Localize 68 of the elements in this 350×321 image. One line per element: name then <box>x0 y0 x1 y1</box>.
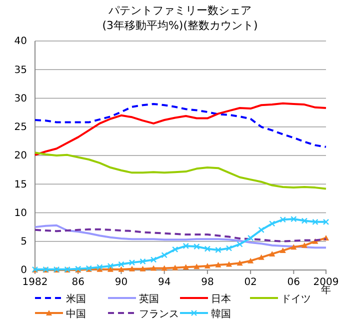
y-tick-label: 15 <box>14 179 27 190</box>
point <box>204 246 211 252</box>
point <box>269 250 276 256</box>
point <box>290 244 297 250</box>
x-tick-label: 1982 <box>22 277 48 288</box>
point <box>140 258 146 265</box>
point <box>236 241 243 248</box>
x-tick-label: 94 <box>158 277 171 288</box>
point <box>322 218 330 226</box>
point <box>129 266 135 272</box>
point <box>172 246 178 252</box>
point <box>236 260 243 266</box>
legend-label: 中国 <box>66 308 86 320</box>
line-series <box>34 102 327 156</box>
point <box>172 264 178 270</box>
point <box>312 218 318 226</box>
chart-title: パテントファミリー数シェア <box>108 4 252 17</box>
point <box>301 242 308 248</box>
point <box>107 262 114 270</box>
y-tick-label: 35 <box>14 64 27 76</box>
chart-subtitle: (3年移動平均%)(整数カウント) <box>102 19 258 32</box>
point <box>161 265 168 271</box>
legend-label: 韓国 <box>211 308 231 320</box>
point <box>150 265 157 271</box>
point <box>215 262 222 268</box>
line-series <box>34 224 327 249</box>
point <box>182 242 189 250</box>
point <box>290 216 297 222</box>
legend-label: ドイツ <box>281 294 311 305</box>
point <box>215 246 222 254</box>
legend-label: 米国 <box>66 293 86 305</box>
legend-label: フランス <box>139 309 179 320</box>
point <box>280 216 286 223</box>
y-tick-label: 20 <box>14 150 27 162</box>
point <box>150 256 157 263</box>
point <box>226 261 232 267</box>
x-tick-label: 86 <box>72 277 84 288</box>
legend-label: 英国 <box>139 293 159 305</box>
line-series <box>34 152 327 190</box>
x-tick-label: 06 <box>287 277 300 288</box>
point <box>226 245 232 252</box>
y-tick-label: 0 <box>20 265 27 276</box>
y-tick-label: 40 <box>14 36 27 48</box>
point <box>161 252 168 258</box>
point <box>140 266 146 272</box>
point <box>118 261 124 268</box>
point <box>258 226 264 234</box>
y-tick-label: 5 <box>20 236 27 248</box>
x-tick-label: 98 <box>201 277 214 288</box>
point <box>194 264 200 270</box>
point <box>194 243 200 250</box>
point <box>204 262 210 268</box>
x-tick-label: 90 <box>114 277 128 288</box>
y-tick-label: 10 <box>14 208 27 219</box>
point <box>182 264 189 270</box>
y-tick-label: 25 <box>14 122 27 134</box>
point <box>258 254 264 260</box>
y-tick-label: 30 <box>14 93 27 104</box>
point <box>247 234 254 242</box>
x-tick-label: 02 <box>244 277 257 288</box>
point <box>280 248 286 254</box>
point <box>128 259 136 266</box>
legend-label: 日本 <box>211 293 231 305</box>
point <box>118 266 124 272</box>
line-series <box>34 102 327 148</box>
point <box>301 218 308 224</box>
point <box>248 258 254 264</box>
point <box>269 220 276 227</box>
